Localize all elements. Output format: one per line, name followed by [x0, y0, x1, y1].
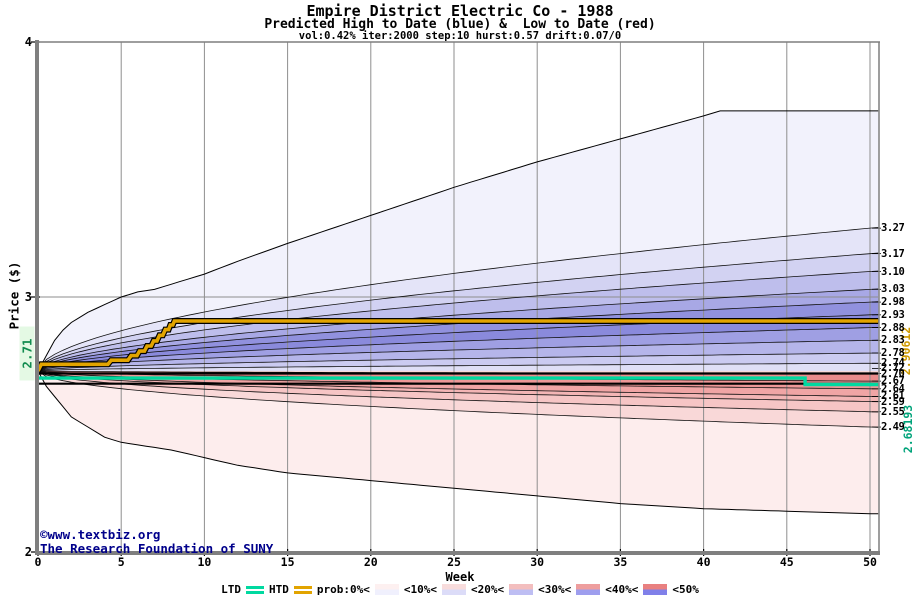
high-percentile-line	[37, 270, 879, 372]
high-percentile-line	[37, 362, 879, 372]
high-prob-band	[38, 227, 879, 371]
high-percentile-line	[37, 252, 879, 372]
high-percentile-line	[37, 352, 879, 372]
high-prob-band	[38, 314, 879, 371]
high-envelope-line	[37, 110, 879, 372]
high-prob-band	[38, 340, 879, 371]
low-percentile-line	[37, 370, 879, 413]
high-prob-band	[38, 288, 879, 371]
low-prob-band	[38, 371, 879, 412]
htd-line	[36, 319, 879, 372]
low-prob-band	[38, 371, 879, 428]
high-percentile-line	[37, 339, 879, 372]
high-prob-band	[38, 110, 879, 372]
low-prob-band	[38, 371, 879, 514]
high-prob-band	[38, 353, 879, 371]
low-percentile-line	[37, 370, 879, 428]
low-prob-band	[38, 371, 879, 402]
high-percentile-line	[37, 327, 879, 372]
high-prob-band	[38, 253, 879, 371]
high-prob-band	[38, 363, 879, 371]
high-prob-band	[38, 327, 879, 371]
low-percentile-line	[37, 370, 879, 397]
low-envelope-line	[37, 370, 879, 515]
ltd-line	[38, 376, 879, 387]
high-percentile-line	[37, 227, 879, 372]
high-percentile-line	[37, 288, 879, 372]
high-prob-band	[38, 271, 879, 371]
